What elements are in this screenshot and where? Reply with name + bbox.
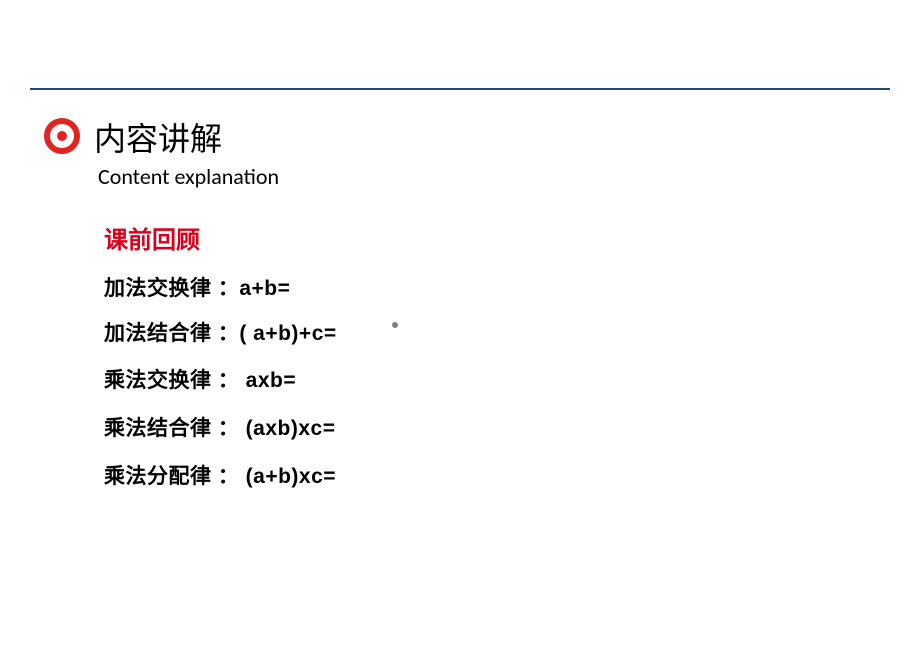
bullet-target-icon	[44, 118, 80, 154]
section-subtitle: Content explanation	[98, 163, 279, 190]
math-rule-multiplication-distributive: 乘法分配律 ： (a+b)xc=	[104, 460, 336, 490]
math-rule-addition-associative: 加法结合律 ：( a+b)+c=	[104, 317, 337, 347]
math-rule-multiplication-associative: 乘法结合律 ： (axb)xc=	[104, 412, 335, 442]
decorative-dot-icon	[392, 322, 398, 328]
math-rule-multiplication-commutative: 乘法交换律 ： axb=	[104, 364, 296, 394]
header-divider-line	[30, 88, 890, 90]
section-title: 内容讲解	[94, 114, 222, 160]
math-rule-addition-commutative: 加法交换律 ：a+b=	[104, 272, 290, 302]
review-heading: 课前回顾	[104, 220, 200, 255]
